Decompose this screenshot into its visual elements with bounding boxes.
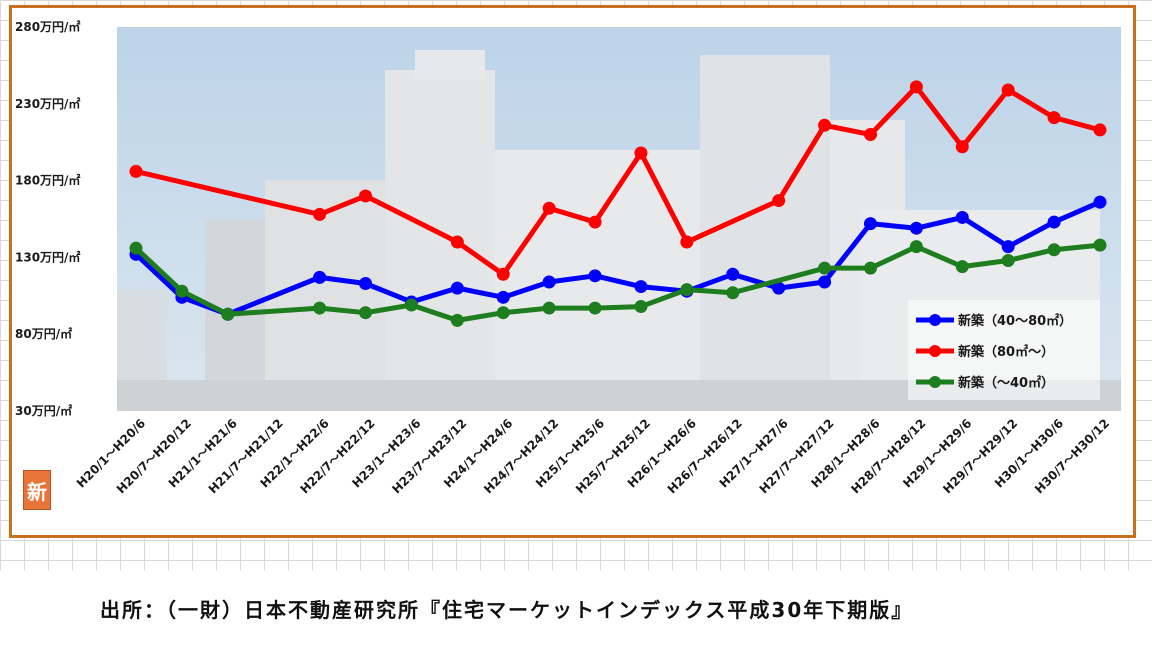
data-point xyxy=(1001,253,1015,267)
data-point xyxy=(496,267,510,281)
data-point xyxy=(909,221,923,235)
data-point xyxy=(542,301,556,315)
data-point xyxy=(359,306,373,320)
data-point xyxy=(588,301,602,315)
data-point xyxy=(818,118,832,132)
data-point xyxy=(909,240,923,254)
data-point xyxy=(221,307,235,321)
data-point xyxy=(772,194,786,208)
data-point xyxy=(1001,240,1015,254)
legend-item: 新築（40～80㎡） xyxy=(916,313,1072,329)
data-point xyxy=(680,283,694,297)
data-point xyxy=(863,217,877,231)
legend-label: 新築（80㎡～） xyxy=(958,344,1054,360)
data-point xyxy=(818,261,832,275)
data-point xyxy=(726,267,740,281)
data-point xyxy=(772,281,786,295)
data-point xyxy=(634,280,648,294)
data-point xyxy=(818,275,832,289)
legend-swatch-marker xyxy=(929,345,941,357)
series-0 xyxy=(129,195,1107,321)
data-point xyxy=(542,201,556,215)
data-point xyxy=(496,306,510,320)
logo-badge: 新 xyxy=(23,470,51,510)
data-point xyxy=(404,298,418,312)
data-point xyxy=(863,261,877,275)
y-tick-label: 280万円/㎡ xyxy=(15,19,80,34)
data-point xyxy=(129,241,143,255)
data-point xyxy=(955,210,969,224)
footer-band xyxy=(0,570,1152,648)
source-note: 出所：（一財）日本不動産研究所『住宅マーケットインデックス平成30年下期版』 xyxy=(100,598,914,622)
data-point xyxy=(1093,123,1107,137)
data-point xyxy=(496,290,510,304)
legend-swatch-marker xyxy=(929,376,941,388)
data-point xyxy=(680,235,694,249)
data-point xyxy=(450,235,464,249)
legend-item: 新築（80㎡～） xyxy=(916,344,1054,360)
legend-swatch-marker xyxy=(929,314,941,326)
y-tick-label: 130万円/㎡ xyxy=(15,249,80,264)
y-axis: 30万円/㎡ 80万円/㎡ 130万円/㎡ 180万円/㎡ 230万円/㎡ 280万円/㎡ xyxy=(15,19,80,418)
x-axis: H20/1～H20/6H20/7～H20/12H21/1～H21/6H21/7～… xyxy=(74,416,1112,496)
data-point xyxy=(359,277,373,291)
data-point xyxy=(634,146,648,160)
data-point xyxy=(359,189,373,203)
data-point xyxy=(1047,243,1061,257)
data-point xyxy=(129,164,143,178)
data-point xyxy=(634,300,648,314)
data-point xyxy=(450,313,464,327)
series-layer xyxy=(129,80,1107,327)
legend: 新築（40～80㎡） 新築（80㎡～） 新築（～40㎡） xyxy=(908,300,1100,400)
data-point xyxy=(588,215,602,229)
y-tick-label: 30万円/㎡ xyxy=(15,403,72,418)
y-tick-label: 180万円/㎡ xyxy=(15,173,80,188)
data-point xyxy=(542,275,556,289)
legend-label: 新築（～40㎡） xyxy=(958,375,1054,391)
series-2 xyxy=(129,238,1107,327)
data-point xyxy=(313,207,327,221)
data-point xyxy=(1047,111,1061,125)
data-point xyxy=(1093,195,1107,209)
legend-item: 新築（～40㎡） xyxy=(916,375,1054,391)
data-point xyxy=(909,80,923,94)
data-point xyxy=(1093,238,1107,252)
y-tick-label: 80万円/㎡ xyxy=(15,326,72,341)
data-point xyxy=(726,286,740,300)
data-point xyxy=(955,140,969,154)
data-point xyxy=(313,301,327,315)
data-point xyxy=(863,128,877,142)
y-tick-label: 230万円/㎡ xyxy=(15,96,80,111)
series-1 xyxy=(129,80,1107,281)
data-point xyxy=(313,270,327,284)
legend-label: 新築（40～80㎡） xyxy=(958,313,1072,329)
data-point xyxy=(450,281,464,295)
data-point xyxy=(1047,215,1061,229)
data-point xyxy=(1001,83,1015,97)
data-point xyxy=(588,269,602,283)
data-point xyxy=(175,284,189,298)
series-line xyxy=(134,242,1101,323)
data-point xyxy=(955,260,969,274)
